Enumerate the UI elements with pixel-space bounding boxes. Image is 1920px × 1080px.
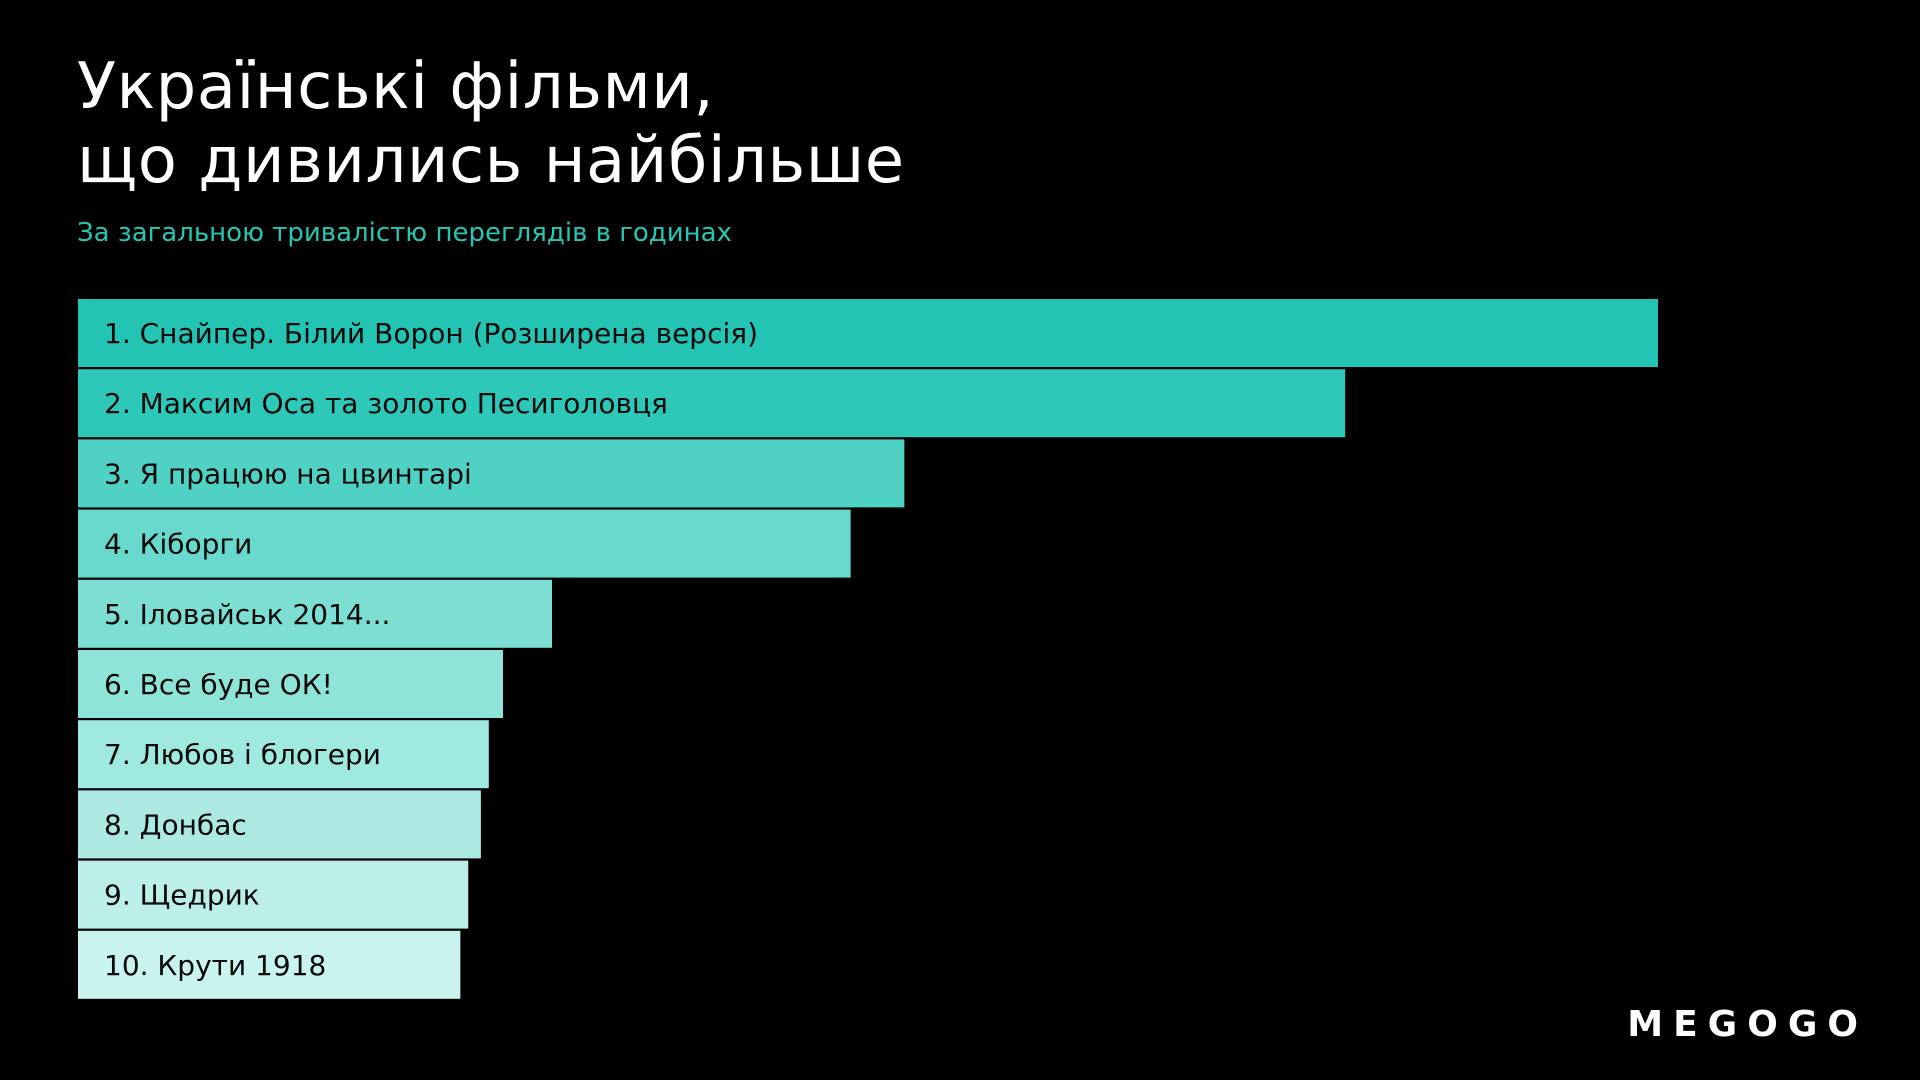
bar-label-2: 2. Максим Оса та золото Песиголовця	[104, 387, 668, 420]
chart-title: Українські фільми, що дивились найбільше	[77, 50, 905, 198]
bar-label-10: 10. Крути 1918	[104, 949, 326, 982]
bar-6	[78, 650, 504, 718]
bar-9	[78, 860, 469, 929]
bar-label-7: 7. Любов і блогери	[104, 738, 381, 771]
bar-2	[78, 369, 1346, 438]
bar-1	[78, 299, 1658, 367]
bar-3	[78, 439, 905, 508]
bar-4	[78, 509, 851, 578]
bar-label-6: 6. Все буде ОК!	[104, 668, 333, 701]
bar-label-4: 4. Кіборги	[104, 528, 252, 561]
megogo-logo: MEGOGO	[1627, 1004, 1868, 1045]
bar-5	[78, 579, 552, 648]
title-line-2: що дивились найбільше	[77, 124, 905, 198]
chart-subtitle: За загальною тривалістю переглядів в год…	[77, 218, 733, 248]
bar-label-8: 8. Донбас	[104, 808, 247, 841]
bar-label-3: 3. Я працюю на цвинтарі	[104, 457, 472, 490]
bar-10	[78, 930, 461, 999]
bar-8	[78, 790, 481, 859]
bar-label-9: 9. Щедрик	[104, 879, 260, 912]
title-line-1: Українські фільми,	[77, 50, 715, 124]
bar-label-1: 1. Снайпер. Білий Ворон (Розширена версі…	[104, 317, 758, 350]
bar-label-5: 5. Іловайськ 2014...	[104, 598, 390, 631]
bar-7	[78, 720, 489, 789]
